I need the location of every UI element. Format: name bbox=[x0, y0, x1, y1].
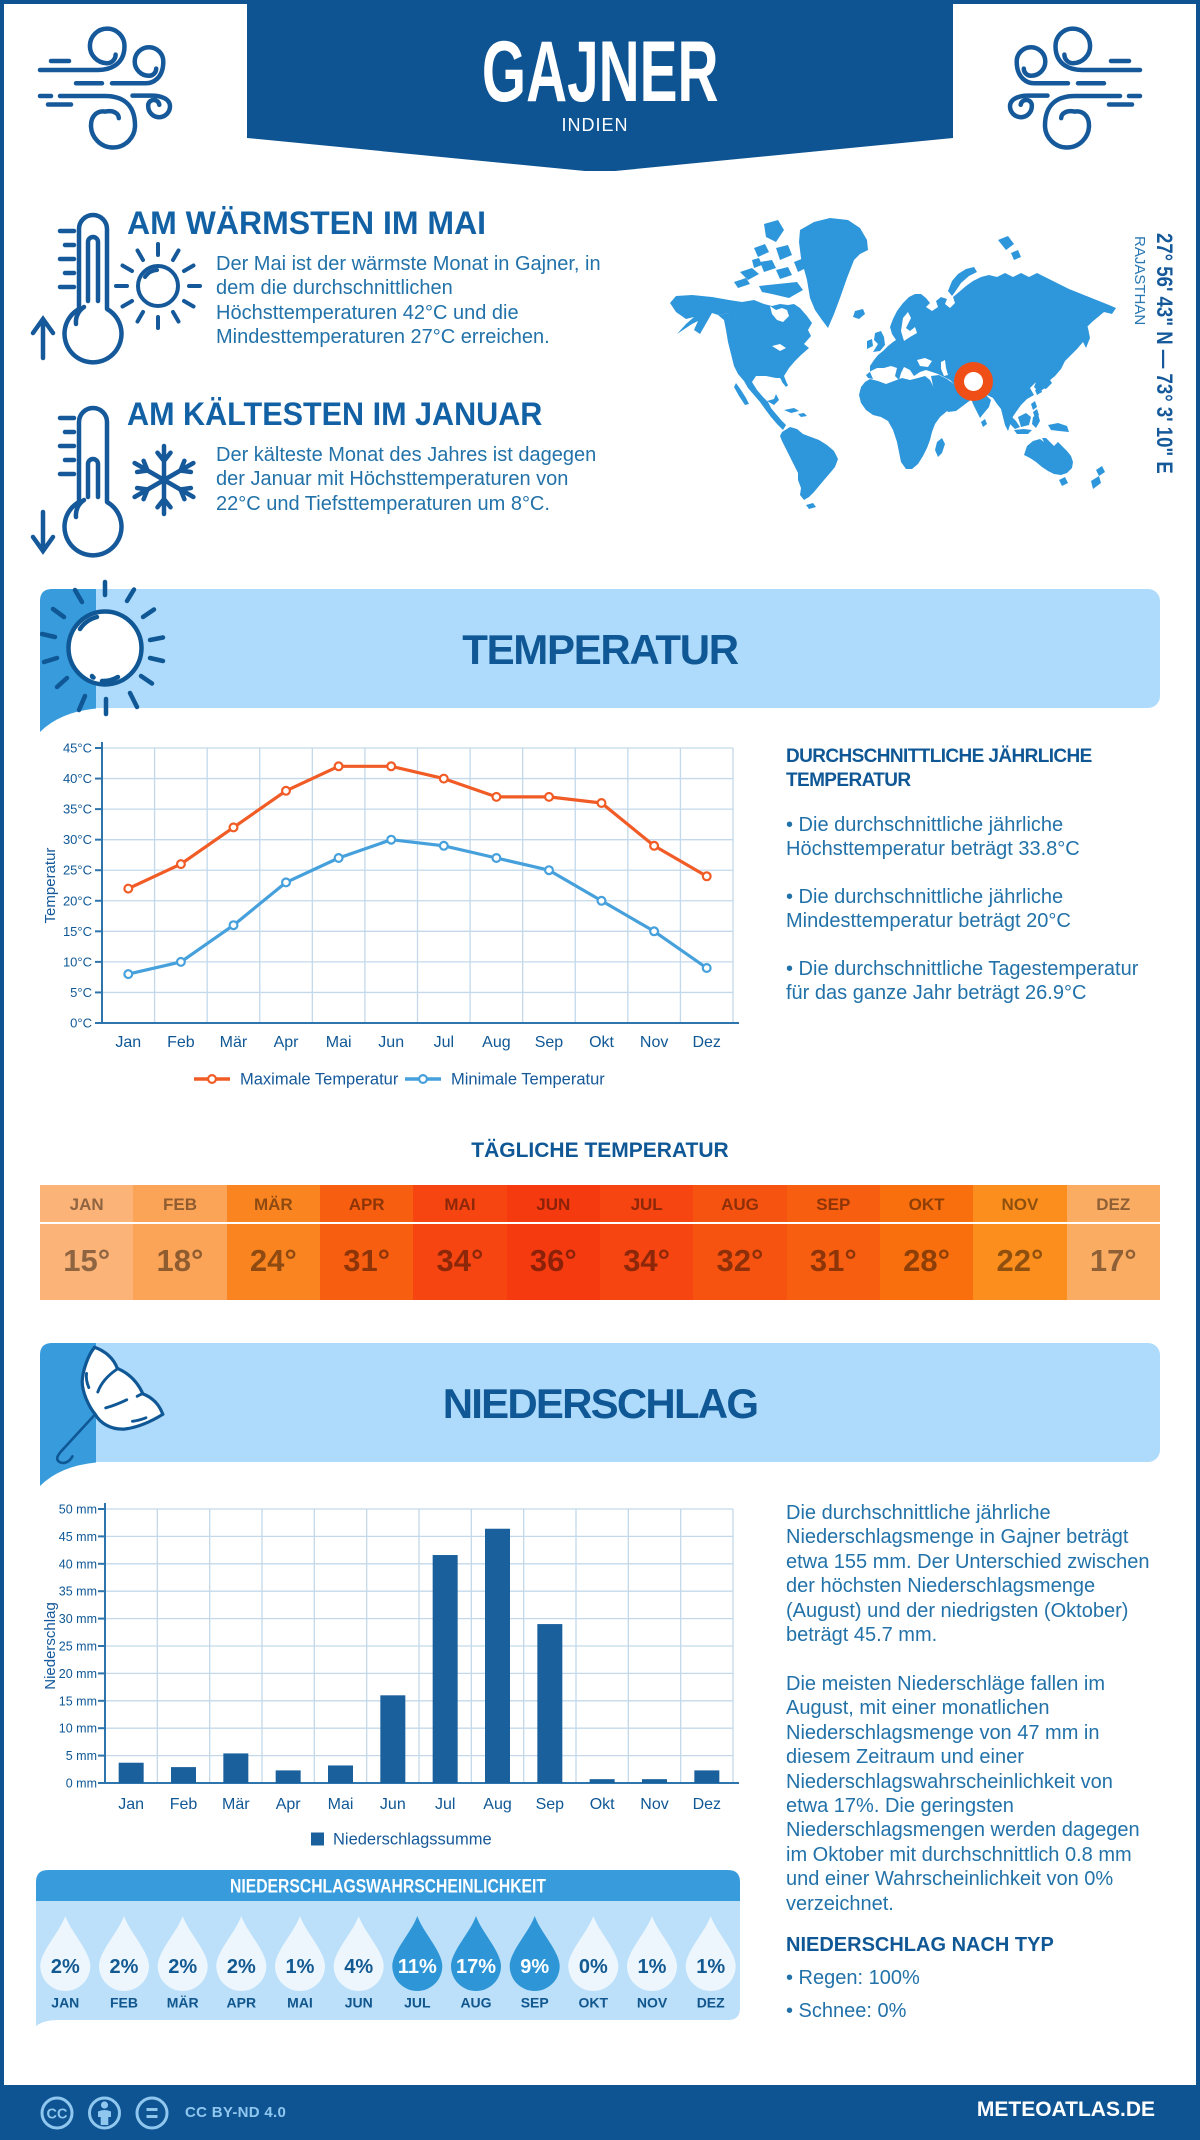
svg-text:1%: 1% bbox=[638, 1956, 667, 1978]
svg-text:CC: CC bbox=[47, 2107, 68, 2123]
svg-text:Apr: Apr bbox=[276, 1796, 302, 1813]
svg-text:Jan: Jan bbox=[118, 1796, 144, 1813]
svg-text:35°C: 35°C bbox=[63, 802, 92, 817]
svg-text:Sep: Sep bbox=[535, 1034, 564, 1051]
svg-text:Jan: Jan bbox=[115, 1034, 141, 1051]
svg-text:20°C: 20°C bbox=[63, 893, 92, 908]
svg-text:10°C: 10°C bbox=[63, 954, 92, 969]
svg-text:5°C: 5°C bbox=[70, 985, 92, 1000]
svg-text:15°C: 15°C bbox=[63, 924, 92, 939]
svg-text:9%: 9% bbox=[520, 1956, 549, 1978]
svg-text:Mär: Mär bbox=[220, 1034, 248, 1051]
svg-text:FEB: FEB bbox=[110, 1995, 138, 2011]
svg-text:MÄR: MÄR bbox=[167, 1995, 199, 2011]
svg-text:0%: 0% bbox=[579, 1956, 608, 1978]
svg-text:40 mm: 40 mm bbox=[59, 1557, 97, 1571]
svg-text:40°C: 40°C bbox=[63, 771, 92, 786]
svg-text:15 mm: 15 mm bbox=[59, 1694, 97, 1708]
svg-text:Sep: Sep bbox=[536, 1796, 565, 1813]
svg-text:45°C: 45°C bbox=[63, 741, 92, 756]
svg-text:JAN: JAN bbox=[51, 1995, 79, 2011]
svg-text:NOV: NOV bbox=[637, 1995, 668, 2011]
svg-text:0°C: 0°C bbox=[70, 1016, 92, 1031]
svg-text:Jul: Jul bbox=[434, 1034, 454, 1051]
svg-text:SEP: SEP bbox=[521, 1995, 549, 2011]
svg-text:Minimale Temperatur: Minimale Temperatur bbox=[451, 1071, 605, 1089]
svg-text:Mär: Mär bbox=[222, 1796, 250, 1813]
svg-text:2%: 2% bbox=[227, 1956, 256, 1978]
svg-text:45 mm: 45 mm bbox=[59, 1530, 97, 1544]
svg-text:NIEDERSCHLAGSWAHRSCHEINLICHKEI: NIEDERSCHLAGSWAHRSCHEINLICHKEIT bbox=[230, 1877, 546, 1898]
svg-text:APR: APR bbox=[227, 1995, 257, 2011]
svg-text:2%: 2% bbox=[51, 1956, 80, 1978]
svg-text:Nov: Nov bbox=[640, 1034, 668, 1051]
svg-text:Dez: Dez bbox=[692, 1034, 720, 1051]
svg-text:Niederschlagssumme: Niederschlagssumme bbox=[333, 1831, 492, 1849]
svg-text:Temperatur: Temperatur bbox=[42, 848, 59, 924]
svg-text:11%: 11% bbox=[398, 1956, 437, 1978]
svg-text:DEZ: DEZ bbox=[697, 1995, 725, 2011]
svg-text:20 mm: 20 mm bbox=[59, 1667, 97, 1681]
svg-text:Maximale Temperatur: Maximale Temperatur bbox=[240, 1071, 399, 1089]
svg-text:Jun: Jun bbox=[380, 1796, 406, 1813]
svg-text:1%: 1% bbox=[286, 1956, 315, 1978]
svg-text:2%: 2% bbox=[168, 1956, 197, 1978]
svg-text:OKT: OKT bbox=[579, 1995, 609, 2011]
svg-text:Nov: Nov bbox=[640, 1796, 668, 1813]
svg-text:25°C: 25°C bbox=[63, 863, 92, 878]
svg-text:0 mm: 0 mm bbox=[66, 1777, 97, 1791]
svg-text:Dez: Dez bbox=[693, 1796, 721, 1813]
svg-text:MAI: MAI bbox=[287, 1995, 313, 2011]
svg-text:17%: 17% bbox=[456, 1956, 496, 1978]
svg-text:Mai: Mai bbox=[326, 1034, 352, 1051]
svg-text:AUG: AUG bbox=[460, 1995, 491, 2011]
svg-text:Aug: Aug bbox=[482, 1034, 510, 1051]
svg-text:Feb: Feb bbox=[170, 1796, 198, 1813]
svg-text:30 mm: 30 mm bbox=[59, 1612, 97, 1626]
svg-text:Mai: Mai bbox=[328, 1796, 354, 1813]
svg-text:2%: 2% bbox=[110, 1956, 139, 1978]
svg-text:Jul: Jul bbox=[435, 1796, 455, 1813]
svg-text:Aug: Aug bbox=[483, 1796, 511, 1813]
svg-text:4%: 4% bbox=[344, 1956, 373, 1978]
svg-text:Feb: Feb bbox=[167, 1034, 195, 1051]
svg-text:JUN: JUN bbox=[345, 1995, 373, 2011]
svg-text:10 mm: 10 mm bbox=[59, 1722, 97, 1736]
svg-text:50 mm: 50 mm bbox=[59, 1503, 97, 1517]
svg-text:30°C: 30°C bbox=[63, 832, 92, 847]
svg-text:Okt: Okt bbox=[590, 1796, 615, 1813]
svg-text:Apr: Apr bbox=[274, 1034, 300, 1051]
svg-text:Okt: Okt bbox=[589, 1034, 614, 1051]
svg-text:Niederschlag: Niederschlag bbox=[42, 1602, 59, 1690]
svg-text:35 mm: 35 mm bbox=[59, 1585, 97, 1599]
svg-text:Jun: Jun bbox=[378, 1034, 404, 1051]
svg-text:5 mm: 5 mm bbox=[66, 1749, 97, 1763]
svg-text:1%: 1% bbox=[696, 1956, 725, 1978]
svg-text:25 mm: 25 mm bbox=[59, 1640, 97, 1654]
svg-text:JUL: JUL bbox=[404, 1995, 431, 2011]
